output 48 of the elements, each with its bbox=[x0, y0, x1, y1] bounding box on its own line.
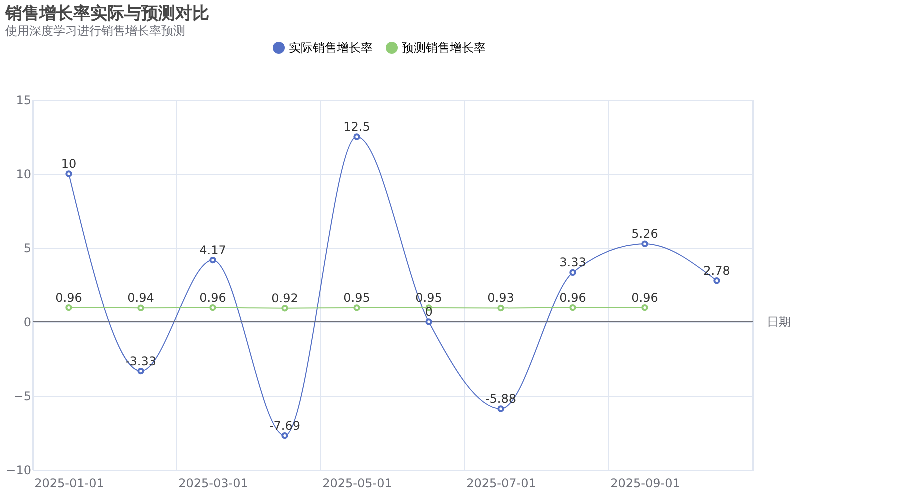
data-label: 0.95 bbox=[344, 290, 370, 305]
point bbox=[66, 304, 72, 312]
x-tick-label: 2025-03-01 bbox=[178, 476, 248, 490]
point bbox=[498, 406, 504, 412]
data-label: 0.96 bbox=[632, 290, 658, 305]
data-label: 12.5 bbox=[344, 120, 370, 134]
y-tick-label: −5 bbox=[14, 390, 32, 404]
data-label: 0.94 bbox=[128, 291, 154, 306]
point bbox=[138, 368, 144, 375]
data-label: 0.93 bbox=[488, 291, 514, 306]
x-tick-label: 2025-05-01 bbox=[322, 476, 392, 490]
data-label: 5.26 bbox=[632, 227, 658, 242]
data-label: 0.96 bbox=[200, 290, 226, 305]
y-tick-label: 0 bbox=[24, 316, 32, 330]
legend-label: 预测销售增长率 bbox=[402, 41, 486, 55]
y-tick-label: 15 bbox=[16, 94, 32, 108]
point bbox=[498, 304, 504, 312]
data-label: 0.92 bbox=[272, 291, 298, 306]
point bbox=[354, 304, 360, 312]
point bbox=[282, 305, 288, 312]
point bbox=[210, 256, 216, 264]
data-label: 4.17 bbox=[200, 243, 226, 258]
point bbox=[642, 240, 648, 248]
x-tick-label: 2025-09-01 bbox=[610, 476, 680, 490]
x-tick-label: 2025-07-01 bbox=[466, 476, 536, 490]
point bbox=[282, 432, 288, 440]
point bbox=[138, 304, 144, 312]
data-label: 0.96 bbox=[560, 290, 586, 305]
data-label: 0.96 bbox=[56, 290, 82, 305]
legend-label: 实际销售增长率 bbox=[289, 41, 373, 55]
point bbox=[426, 318, 432, 326]
point bbox=[642, 304, 648, 312]
point bbox=[66, 170, 72, 178]
point bbox=[714, 278, 720, 284]
y-tick-label: 10 bbox=[16, 168, 32, 182]
chart-title: 销售增长率实际与预测对比 bbox=[4, 4, 210, 24]
data-label: 2.78 bbox=[704, 264, 730, 278]
data-label: 3.33 bbox=[560, 256, 586, 270]
point bbox=[570, 304, 576, 312]
x-tick-label: 2025-01-01 bbox=[34, 476, 104, 490]
chart-subtitle: 使用深度学习进行销售增长率预测 bbox=[6, 24, 186, 38]
x-axis-title: 日期 bbox=[767, 315, 791, 329]
data-label: 10 bbox=[61, 157, 77, 171]
y-tick-label: −10 bbox=[6, 464, 32, 478]
y-tick-label: 5 bbox=[24, 242, 32, 256]
point bbox=[570, 269, 576, 276]
point bbox=[210, 304, 216, 312]
point bbox=[354, 134, 360, 140]
